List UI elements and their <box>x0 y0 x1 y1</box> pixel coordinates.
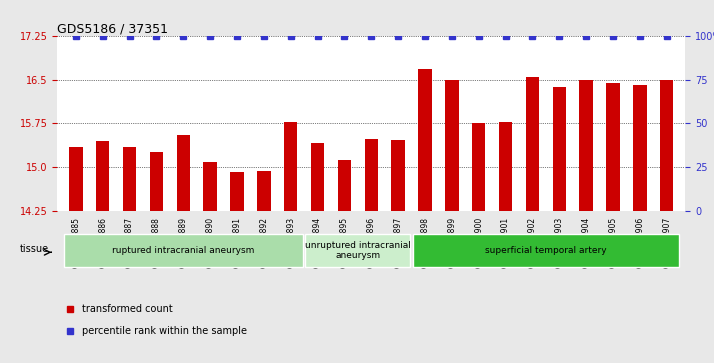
FancyBboxPatch shape <box>413 234 679 267</box>
Bar <box>660 80 673 211</box>
Bar <box>96 141 109 211</box>
FancyBboxPatch shape <box>64 234 303 267</box>
Bar <box>176 135 190 211</box>
Text: superficial temporal artery: superficial temporal artery <box>485 246 607 255</box>
Bar <box>365 139 378 211</box>
Bar <box>418 69 432 211</box>
Text: ruptured intracranial aneurysm: ruptured intracranial aneurysm <box>112 246 254 255</box>
Bar <box>472 123 486 211</box>
Bar <box>526 77 539 211</box>
Bar <box>633 85 646 211</box>
Text: percentile rank within the sample: percentile rank within the sample <box>82 326 247 336</box>
Bar <box>499 122 512 211</box>
Bar <box>391 140 405 211</box>
Bar <box>123 147 136 211</box>
Bar <box>338 160 351 211</box>
Bar <box>445 81 458 211</box>
Text: tissue: tissue <box>19 244 49 254</box>
Bar <box>231 172 243 211</box>
Bar <box>579 80 593 211</box>
Bar <box>150 152 164 211</box>
Text: GDS5186 / 37351: GDS5186 / 37351 <box>57 22 168 35</box>
Bar <box>311 143 324 211</box>
Bar <box>69 147 83 211</box>
FancyBboxPatch shape <box>306 234 411 267</box>
Bar <box>257 171 271 211</box>
Text: unruptured intracranial
aneurysm: unruptured intracranial aneurysm <box>305 241 411 260</box>
Bar <box>606 83 620 211</box>
Text: transformed count: transformed count <box>82 305 173 314</box>
Bar <box>553 87 566 211</box>
Bar <box>284 122 298 211</box>
Bar <box>203 162 217 211</box>
